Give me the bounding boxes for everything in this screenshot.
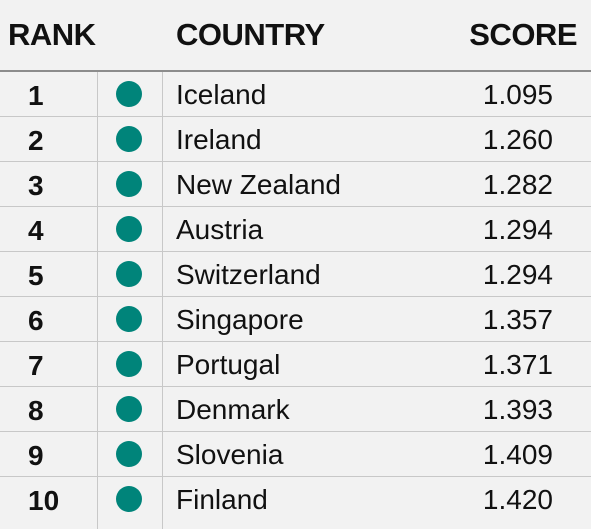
rank-cell: 9 bbox=[28, 440, 44, 471]
table-row: 7 Portugal 1.371 bbox=[0, 342, 591, 387]
table-row: 3 New Zealand 1.282 bbox=[0, 162, 591, 207]
rank-cell: 5 bbox=[28, 260, 44, 291]
rank-cell: 3 bbox=[28, 170, 44, 201]
country-cell: Iceland bbox=[176, 79, 267, 110]
table-row: 1 Iceland 1.095 bbox=[0, 72, 591, 117]
table-row: 4 Austria 1.294 bbox=[0, 207, 591, 252]
table-header: RANK COUNTRY SCORE bbox=[0, 0, 591, 72]
country-cell: Portugal bbox=[176, 349, 281, 380]
table-row: 2 Ireland 1.260 bbox=[0, 117, 591, 162]
circle-icon bbox=[116, 261, 142, 287]
country-cell: Austria bbox=[176, 214, 264, 245]
table-row: 5 Switzerland 1.294 bbox=[0, 252, 591, 297]
country-cell: Singapore bbox=[176, 304, 304, 335]
circle-icon bbox=[116, 306, 142, 332]
circle-icon bbox=[116, 396, 142, 422]
circle-icon bbox=[116, 216, 142, 242]
circle-icon bbox=[116, 81, 142, 107]
country-cell: Ireland bbox=[176, 124, 262, 155]
table-row: 10 Finland 1.420 bbox=[0, 477, 591, 522]
column-divider bbox=[162, 72, 163, 529]
country-cell: Finland bbox=[176, 484, 268, 515]
country-cell: Switzerland bbox=[176, 259, 321, 290]
score-cell: 1.409 bbox=[482, 439, 553, 470]
country-cell: New Zealand bbox=[176, 169, 341, 200]
table-row: 9 Slovenia 1.409 bbox=[0, 432, 591, 477]
rank-cell: 6 bbox=[28, 305, 44, 336]
column-divider bbox=[97, 72, 98, 529]
score-cell: 1.282 bbox=[482, 169, 553, 200]
circle-icon bbox=[116, 351, 142, 377]
table-row: 8 Denmark 1.393 bbox=[0, 387, 591, 432]
rank-cell: 8 bbox=[28, 395, 44, 426]
score-column-header: SCORE bbox=[469, 17, 577, 52]
score-cell: 1.393 bbox=[482, 394, 553, 425]
score-cell: 1.420 bbox=[482, 484, 553, 515]
rank-cell: 2 bbox=[28, 125, 44, 156]
rank-cell: 10 bbox=[28, 485, 60, 516]
score-cell: 1.260 bbox=[482, 124, 553, 155]
circle-icon bbox=[116, 171, 142, 197]
country-cell: Denmark bbox=[176, 394, 290, 425]
rank-cell: 4 bbox=[28, 215, 44, 246]
rank-cell: 7 bbox=[28, 350, 44, 381]
table-row: 6 Singapore 1.357 bbox=[0, 297, 591, 342]
score-cell: 1.371 bbox=[482, 349, 553, 380]
rank-column-header: RANK bbox=[8, 17, 96, 52]
score-cell: 1.357 bbox=[482, 304, 553, 335]
country-column-header: COUNTRY bbox=[176, 17, 325, 52]
score-cell: 1.294 bbox=[482, 259, 553, 290]
rank-cell: 1 bbox=[28, 80, 44, 111]
circle-icon bbox=[116, 126, 142, 152]
score-cell: 1.294 bbox=[482, 214, 553, 245]
country-cell: Slovenia bbox=[176, 439, 284, 470]
score-cell: 1.095 bbox=[482, 79, 553, 110]
table-body: 1 Iceland 1.095 2 Ireland 1.260 3 New Zealand 1.… bbox=[0, 72, 591, 522]
circle-icon bbox=[116, 441, 142, 467]
circle-icon bbox=[116, 486, 142, 512]
